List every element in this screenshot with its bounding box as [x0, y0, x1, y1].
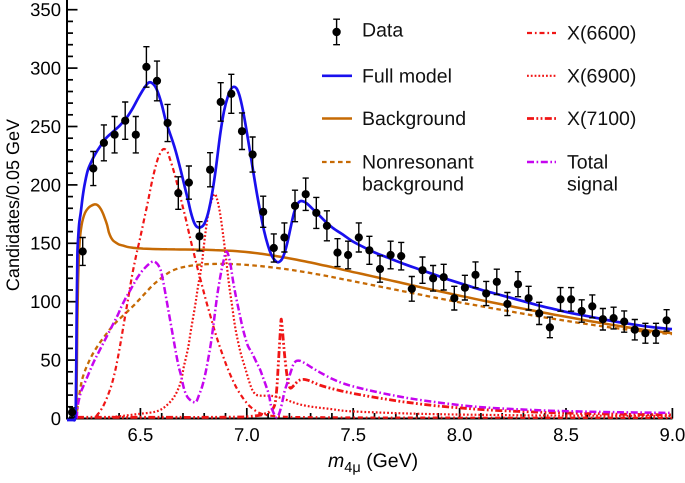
svg-text:Full model: Full model — [362, 65, 452, 87]
svg-text:150: 150 — [30, 233, 61, 254]
svg-text:50: 50 — [40, 350, 61, 371]
svg-text:350: 350 — [30, 0, 61, 20]
svg-text:Data: Data — [362, 19, 403, 41]
svg-text:6.5: 6.5 — [128, 424, 154, 445]
svg-text:8.5: 8.5 — [553, 424, 579, 445]
svg-text:300: 300 — [30, 58, 61, 79]
svg-text:m4μ (GeV): m4μ (GeV) — [328, 450, 418, 476]
svg-text:100: 100 — [30, 291, 61, 312]
svg-text:7.5: 7.5 — [340, 424, 366, 445]
svg-text:Nonresonant: Nonresonant — [362, 152, 474, 174]
svg-text:250: 250 — [30, 116, 61, 137]
svg-text:200: 200 — [30, 174, 61, 195]
svg-text:X(7100): X(7100) — [567, 108, 636, 130]
svg-text:signal: signal — [567, 173, 618, 195]
svg-text:Total: Total — [567, 152, 608, 174]
svg-text:9.0: 9.0 — [660, 424, 685, 445]
svg-text:7.0: 7.0 — [234, 424, 260, 445]
svg-text:8.0: 8.0 — [447, 424, 473, 445]
svg-text:X(6900): X(6900) — [567, 65, 636, 87]
svg-text:Background: Background — [362, 108, 466, 130]
svg-text:background: background — [362, 173, 464, 195]
svg-text:Candidates/0.05 GeV: Candidates/0.05 GeV — [3, 119, 23, 291]
svg-text:X(6600): X(6600) — [567, 23, 636, 45]
svg-text:0: 0 — [51, 408, 61, 429]
